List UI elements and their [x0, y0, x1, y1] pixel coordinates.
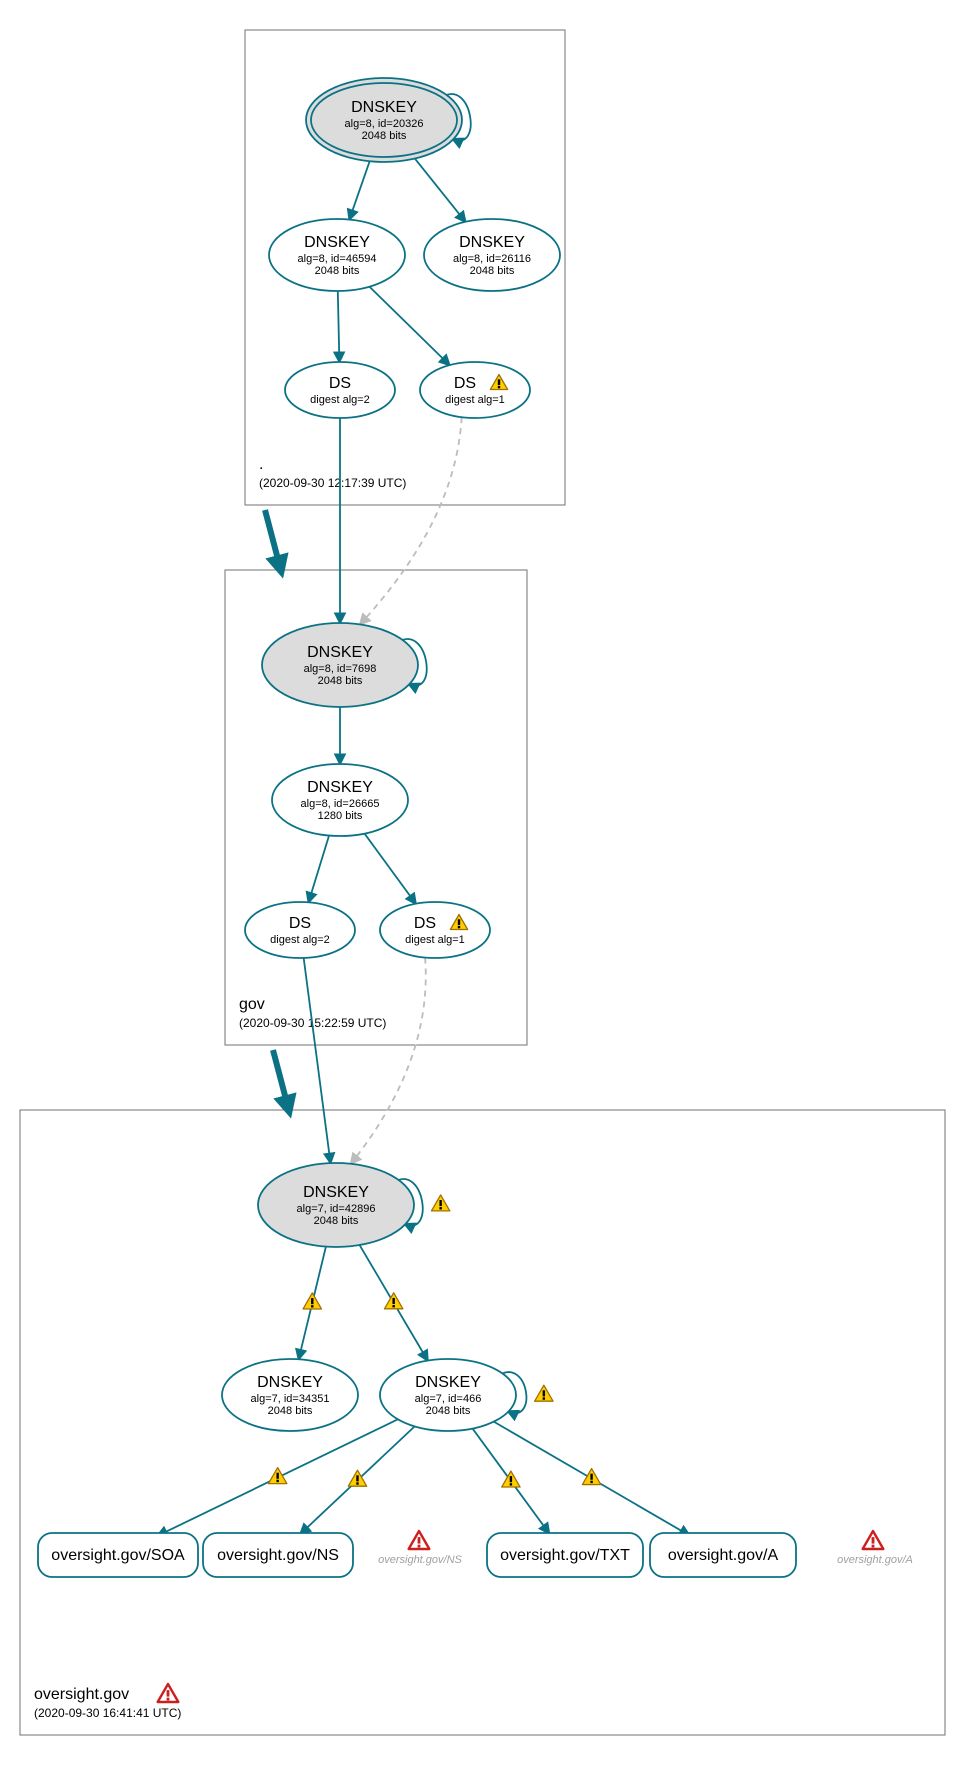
- node-title: DS: [329, 375, 351, 392]
- node-detail: alg=8, id=26665: [301, 798, 380, 810]
- error-icon: [863, 1531, 884, 1549]
- node-detail: alg=7, id=466: [415, 1393, 482, 1405]
- svg-text:(2020-09-30 12:17:39 UTC): (2020-09-30 12:17:39 UTC): [259, 476, 406, 490]
- node-detail: alg=8, id=26116: [453, 253, 531, 265]
- node-detail: 2048 bits: [470, 265, 515, 277]
- node-title: DNSKEY: [307, 644, 373, 661]
- node-title: DNSKEY: [307, 779, 373, 796]
- node-title: DS: [289, 915, 311, 932]
- node-r-ds2: DS digest alg=1: [420, 362, 530, 418]
- zone-label: gov: [239, 996, 265, 1013]
- zone-label: oversight.gov: [34, 1686, 129, 1703]
- node-title: oversight.gov/TXT: [500, 1547, 630, 1564]
- node-detail: 2048 bits: [315, 265, 360, 277]
- node-g-ksk: DNSKEY alg=8, id=76982048 bits: [262, 623, 418, 707]
- node-detail: alg=8, id=7698: [304, 663, 377, 675]
- edge: [360, 417, 462, 624]
- node-detail: alg=8, id=46594: [298, 253, 377, 265]
- warning-icon: [348, 1470, 366, 1486]
- node-r-zsk1: DNSKEY alg=8, id=465942048 bits: [269, 219, 405, 291]
- node-o-ns: oversight.gov/NS: [203, 1533, 353, 1577]
- node-detail: alg=7, id=42896: [297, 1203, 376, 1215]
- node-o-ksk: DNSKEY alg=7, id=428962048 bits: [258, 1163, 414, 1247]
- node-g-zsk: DNSKEY alg=8, id=266651280 bits: [272, 764, 408, 836]
- warning-icon: [303, 1293, 321, 1309]
- svg-text:(2020-09-30 16:41:41 UTC): (2020-09-30 16:41:41 UTC): [34, 1706, 181, 1720]
- svg-text:oversight.gov/A: oversight.gov/A: [837, 1554, 913, 1566]
- zone-label: .: [259, 456, 263, 473]
- edge: [351, 958, 426, 1164]
- edge: [349, 161, 369, 219]
- node-o-zsk1: DNSKEY alg=7, id=343512048 bits: [222, 1359, 358, 1431]
- node-detail: 2048 bits: [318, 675, 363, 687]
- node-title: oversight.gov/A: [668, 1547, 779, 1564]
- node-detail: alg=7, id=34351: [251, 1393, 330, 1405]
- node-detail: digest alg=1: [405, 934, 465, 946]
- node-r-ksk: DNSKEY alg=8, id=203262048 bits: [306, 78, 462, 162]
- node-title: DNSKEY: [304, 234, 370, 251]
- node-g-ds2: DS digest alg=1: [380, 902, 490, 958]
- node-r-ds1: DS digest alg=2: [285, 362, 395, 418]
- node-detail: 2048 bits: [268, 1405, 313, 1417]
- node-detail: digest alg=2: [310, 394, 370, 406]
- node-title: DS: [414, 915, 436, 932]
- node-title: DNSKEY: [459, 234, 525, 251]
- node-detail: 2048 bits: [426, 1405, 471, 1417]
- node-o-soa: oversight.gov/SOA: [38, 1533, 198, 1577]
- node-detail: digest alg=1: [445, 394, 505, 406]
- node-g-ds1: DS digest alg=2: [245, 902, 355, 958]
- edge: [365, 834, 416, 904]
- node-title: DNSKEY: [257, 1374, 323, 1391]
- warning-icon: [582, 1469, 600, 1485]
- node-o-txt: oversight.gov/TXT: [487, 1533, 643, 1577]
- error-icon: [158, 1684, 179, 1702]
- node-title: DNSKEY: [351, 99, 417, 116]
- node-detail: 2048 bits: [314, 1215, 359, 1227]
- warning-icon: [384, 1293, 402, 1309]
- dnssec-diagram: . (2020-09-30 12:17:39 UTC) gov (2020-09-30…: [0, 0, 961, 1766]
- node-title: DNSKEY: [303, 1184, 369, 1201]
- edge: [338, 291, 340, 362]
- edge: [309, 836, 330, 903]
- node-o-zsk2: DNSKEY alg=7, id=4662048 bits: [380, 1359, 516, 1431]
- node-title: DNSKEY: [415, 1374, 481, 1391]
- svg-text:oversight.gov/NS: oversight.gov/NS: [378, 1554, 462, 1566]
- node-detail: 2048 bits: [362, 130, 407, 142]
- edge: [304, 958, 331, 1163]
- node-r-zsk2: DNSKEY alg=8, id=261162048 bits: [424, 219, 560, 291]
- warning-icon: [431, 1195, 449, 1211]
- error-icon: [409, 1531, 430, 1549]
- node-detail: digest alg=2: [270, 934, 330, 946]
- node-detail: alg=8, id=20326: [345, 118, 424, 130]
- node-title: oversight.gov/NS: [217, 1547, 339, 1564]
- warning-icon: [268, 1468, 286, 1484]
- edge: [415, 159, 466, 222]
- node-detail: 1280 bits: [318, 810, 363, 822]
- edge: [369, 287, 449, 366]
- node-o-a: oversight.gov/A: [650, 1533, 796, 1577]
- node-title: oversight.gov/SOA: [51, 1547, 185, 1564]
- node-title: DS: [454, 375, 476, 392]
- warning-icon: [535, 1385, 553, 1401]
